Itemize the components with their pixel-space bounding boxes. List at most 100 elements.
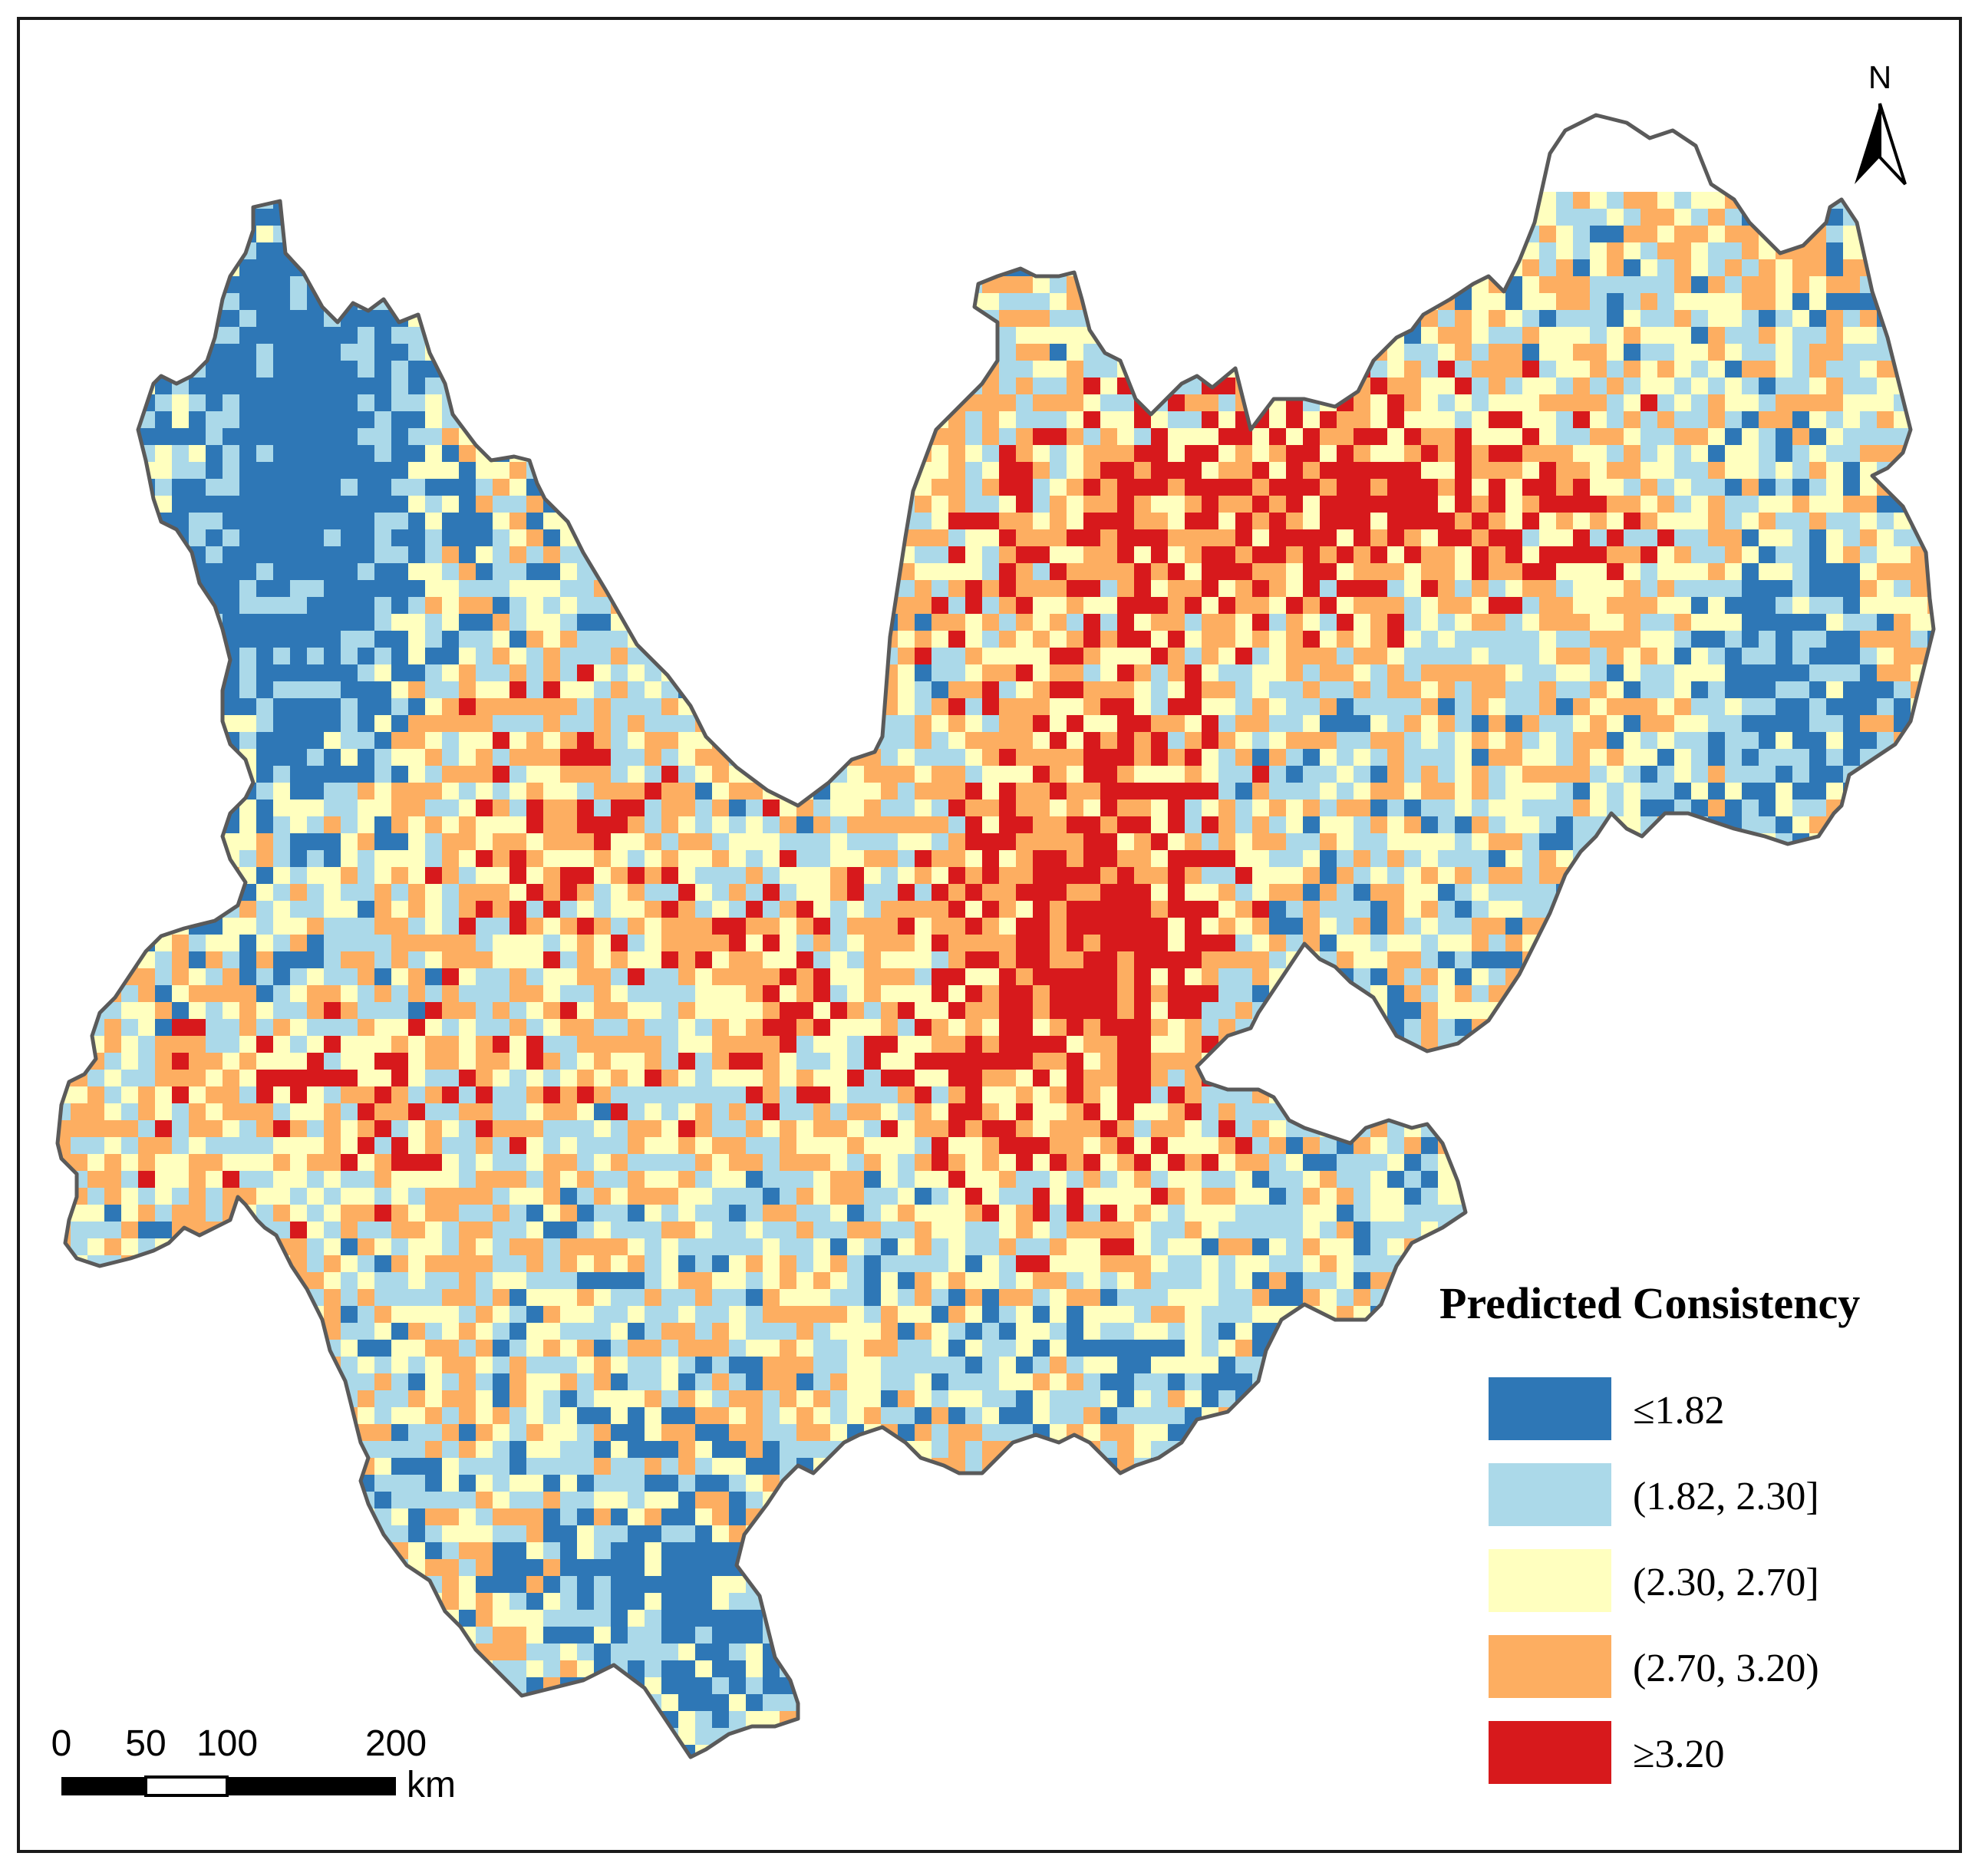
raster-cell — [1809, 918, 1827, 935]
raster-cell — [459, 496, 476, 513]
raster-cell — [746, 631, 763, 648]
raster-cell — [948, 884, 966, 902]
raster-cell — [1016, 462, 1034, 480]
raster-cell — [1286, 901, 1304, 918]
raster-cell — [780, 631, 797, 648]
raster-cell — [1640, 867, 1658, 885]
raster-cell — [1421, 394, 1439, 412]
raster-cell — [881, 479, 899, 496]
raster-cell — [1083, 428, 1101, 446]
raster-cell — [729, 513, 747, 530]
raster-cell — [915, 310, 932, 328]
raster-cell — [1826, 648, 1844, 665]
raster-cell — [172, 614, 190, 631]
raster-cell — [1252, 901, 1270, 918]
raster-cell — [1894, 529, 1911, 547]
raster-cell — [1421, 597, 1439, 615]
raster-cell — [1016, 648, 1034, 665]
raster-cell — [830, 394, 848, 412]
raster-cell — [611, 698, 628, 716]
raster-cell — [1151, 479, 1169, 496]
raster-cell — [1387, 445, 1405, 463]
raster-cell — [526, 867, 544, 885]
raster-cell — [1860, 800, 1878, 817]
raster-cell — [476, 833, 493, 851]
raster-cell — [374, 276, 392, 294]
raster-cell — [1455, 192, 1472, 209]
raster-cell — [965, 816, 983, 834]
raster-cell — [982, 816, 1000, 834]
raster-cell — [931, 766, 949, 783]
raster-cell — [982, 242, 1000, 260]
raster-cell — [526, 816, 544, 834]
raster-cell — [1539, 664, 1557, 682]
raster-cell — [1894, 614, 1911, 631]
raster-cell — [948, 732, 966, 750]
raster-cell — [189, 513, 206, 530]
raster-cell — [864, 884, 882, 902]
raster-cell — [780, 901, 797, 918]
raster-cell — [476, 614, 493, 631]
raster-cell — [442, 479, 460, 496]
raster-cell — [155, 327, 173, 345]
raster-cell — [931, 259, 949, 277]
raster-cell — [864, 462, 882, 480]
raster-cell — [915, 394, 932, 412]
raster-cell — [780, 918, 797, 935]
raster-cell — [71, 479, 88, 496]
raster-cell — [374, 428, 392, 446]
raster-cell — [847, 378, 865, 395]
raster-cell — [442, 901, 460, 918]
raster-cell — [1860, 327, 1878, 345]
raster-cell — [1927, 259, 1934, 277]
raster-cell — [1067, 597, 1084, 615]
raster-cell — [1472, 563, 1489, 581]
raster-cell — [1640, 884, 1658, 902]
raster-cell — [290, 664, 308, 682]
raster-cell — [1590, 715, 1607, 733]
raster-cell — [847, 428, 865, 446]
raster-cell — [1269, 783, 1287, 800]
raster-cell — [391, 445, 409, 463]
raster-cell — [931, 327, 949, 345]
raster-cell — [1100, 732, 1118, 750]
raster-cell — [1522, 259, 1540, 277]
raster-cell — [1860, 664, 1878, 682]
raster-cell — [1235, 749, 1253, 767]
raster-cell — [1776, 479, 1793, 496]
raster-cell — [138, 242, 156, 260]
raster-cell — [543, 749, 561, 767]
raster-cell — [678, 631, 696, 648]
raster-cell — [1185, 259, 1202, 277]
raster-cell — [1776, 192, 1793, 209]
raster-cell — [1320, 631, 1337, 648]
raster-cell — [1624, 800, 1641, 817]
raster-cell — [1826, 631, 1844, 648]
raster-cell — [1927, 546, 1934, 564]
raster-cell — [1691, 259, 1709, 277]
raster-cell — [1826, 580, 1844, 598]
raster-cell — [729, 411, 747, 429]
raster-cell — [1759, 378, 1776, 395]
raster-cell — [256, 394, 274, 412]
raster-cell — [746, 901, 763, 918]
raster-cell — [1100, 192, 1118, 209]
raster-cell — [628, 479, 645, 496]
raster-cell — [290, 378, 308, 395]
raster-cell — [155, 698, 173, 716]
raster-cell — [1117, 597, 1135, 615]
raster-cell — [509, 242, 527, 260]
raster-cell — [712, 496, 730, 513]
raster-cell — [189, 276, 206, 294]
raster-cell — [493, 850, 510, 868]
raster-cell — [1117, 715, 1135, 733]
raster-cell — [1235, 344, 1253, 361]
raster-cell — [1573, 766, 1591, 783]
raster-cell — [1235, 259, 1253, 277]
raster-cell — [746, 242, 763, 260]
raster-cell — [628, 597, 645, 615]
raster-cell — [543, 766, 561, 783]
raster-cell — [58, 529, 71, 547]
raster-cell — [493, 479, 510, 496]
raster-cell — [1202, 259, 1219, 277]
